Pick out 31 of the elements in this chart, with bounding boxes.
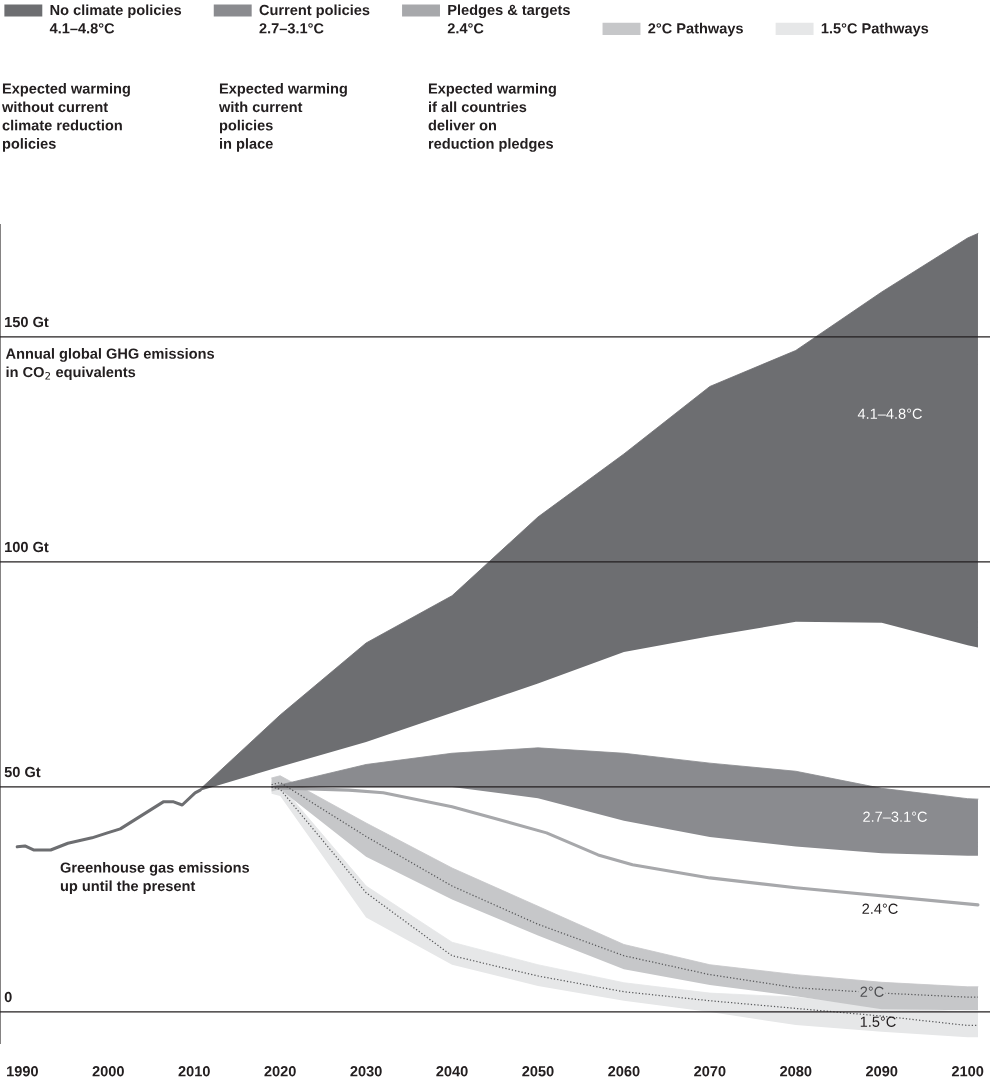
y-axis-title: Annual global GHG emissions in CO$_{2}$ equivalents: [5, 348, 215, 381]
annotation: 2.7–3.1°C: [863, 811, 927, 822]
text: Expected warming if all countries deliver on reduction pledges: [428, 83, 556, 152]
text: Expected warming with current policies in place: [218, 83, 347, 152]
y-tick-label: 50 Gt: [4, 766, 41, 778]
annotation: 2.4°C: [862, 903, 898, 914]
x-tick-label: 2030: [350, 1066, 382, 1077]
text: Expected warming without current climate reduction policies: [1, 83, 130, 152]
x-tick-label: 2070: [694, 1066, 726, 1077]
y-tick-label: 0: [4, 991, 12, 1003]
legend-label: Current policies 2.7–3.1°C: [259, 4, 370, 34]
x-tick-label: 1990: [7, 1066, 38, 1077]
x-tick-label: 2020: [264, 1066, 296, 1077]
x-tick-label: 2050: [522, 1066, 554, 1077]
legend-label: Pledges & targets 2.4°C: [447, 4, 570, 34]
x-tick-label: 2040: [436, 1066, 468, 1077]
annotation: Greenhouse gas emissions up until the present: [60, 862, 250, 895]
annotation: 2°C: [860, 986, 884, 997]
x-tick-label: 2100: [951, 1066, 984, 1077]
y-tick-label: 100 Gt: [5, 541, 49, 553]
annotation: 4.1–4.8°C: [857, 408, 922, 419]
legend-label: 1.5°C Pathways: [821, 22, 929, 37]
annotation: 1.5°C: [860, 1016, 896, 1027]
x-tick-label: 2060: [608, 1066, 640, 1077]
y-tick-label: 150 Gt: [5, 316, 49, 328]
x-tick-label: 2080: [780, 1066, 812, 1077]
x-tick-label: 2010: [178, 1066, 210, 1077]
legend-label: No climate policies 4.1–4.8°C: [49, 4, 182, 34]
legend-label: 2°C Pathways: [648, 22, 743, 37]
x-tick-label: 2090: [866, 1066, 898, 1077]
x-tick-label: 2000: [92, 1066, 124, 1077]
